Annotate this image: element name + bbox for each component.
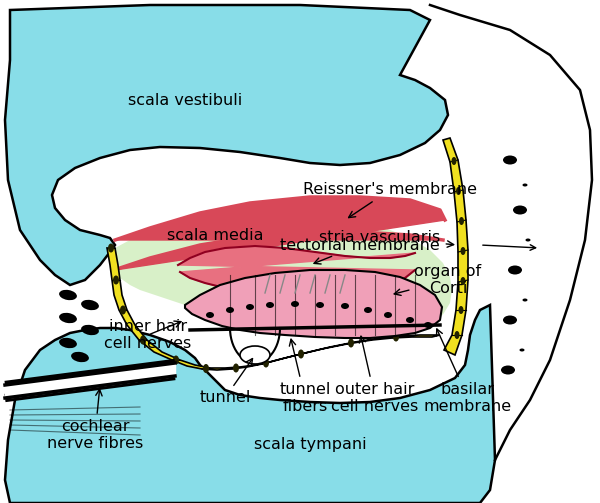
Ellipse shape [459,217,464,225]
Ellipse shape [461,277,466,285]
Ellipse shape [226,307,234,313]
Polygon shape [115,215,452,335]
Ellipse shape [246,304,254,310]
Ellipse shape [424,322,432,328]
Ellipse shape [523,298,527,301]
Text: scala media: scala media [167,227,263,242]
Polygon shape [5,5,448,285]
Polygon shape [178,246,415,295]
Ellipse shape [81,300,99,310]
Text: tectorial membrane: tectorial membrane [280,237,440,264]
Ellipse shape [263,359,269,368]
Ellipse shape [71,352,89,362]
Text: Reissner's membrane: Reissner's membrane [303,183,477,218]
Text: tunnel
fibers: tunnel fibers [280,339,331,414]
Text: organ of
Corti: organ of Corti [394,264,482,296]
Ellipse shape [503,315,517,324]
Text: scala tympani: scala tympani [254,438,367,453]
Ellipse shape [140,336,146,345]
Polygon shape [185,270,442,338]
Ellipse shape [526,238,530,241]
Ellipse shape [393,332,399,342]
Text: stria vascularis: stria vascularis [319,230,454,247]
Ellipse shape [203,364,209,373]
Ellipse shape [291,301,299,307]
Ellipse shape [364,307,372,313]
Ellipse shape [173,356,179,365]
Ellipse shape [523,184,527,187]
Ellipse shape [456,187,461,195]
Ellipse shape [520,349,524,352]
Ellipse shape [233,364,239,373]
Text: inner hair
cell nerves: inner hair cell nerves [104,319,191,351]
Polygon shape [443,138,468,355]
Text: outer hair
cell nerves: outer hair cell nerves [331,336,419,414]
Polygon shape [107,248,440,370]
Text: scala vestibuli: scala vestibuli [128,93,242,108]
Text: cochlear
nerve fibres: cochlear nerve fibres [47,389,143,451]
Ellipse shape [341,303,349,309]
Ellipse shape [316,302,324,308]
Ellipse shape [298,350,304,359]
Ellipse shape [59,338,77,348]
Polygon shape [5,305,495,503]
Ellipse shape [501,366,515,375]
Ellipse shape [81,325,99,335]
Ellipse shape [348,339,354,348]
Polygon shape [115,197,445,270]
Ellipse shape [458,306,464,314]
Ellipse shape [59,290,77,300]
Ellipse shape [452,157,457,165]
Ellipse shape [266,302,274,308]
Ellipse shape [384,312,392,318]
Ellipse shape [113,276,119,285]
Text: tunnel: tunnel [199,359,253,405]
Ellipse shape [513,206,527,214]
Ellipse shape [503,155,517,164]
Ellipse shape [120,305,126,314]
Ellipse shape [59,313,77,323]
Ellipse shape [406,317,414,323]
Text: basilar
membrane: basilar membrane [424,329,512,414]
Ellipse shape [455,331,460,339]
Ellipse shape [508,266,522,275]
Ellipse shape [240,346,270,364]
Ellipse shape [206,312,214,318]
Ellipse shape [108,243,114,253]
Ellipse shape [461,247,466,255]
